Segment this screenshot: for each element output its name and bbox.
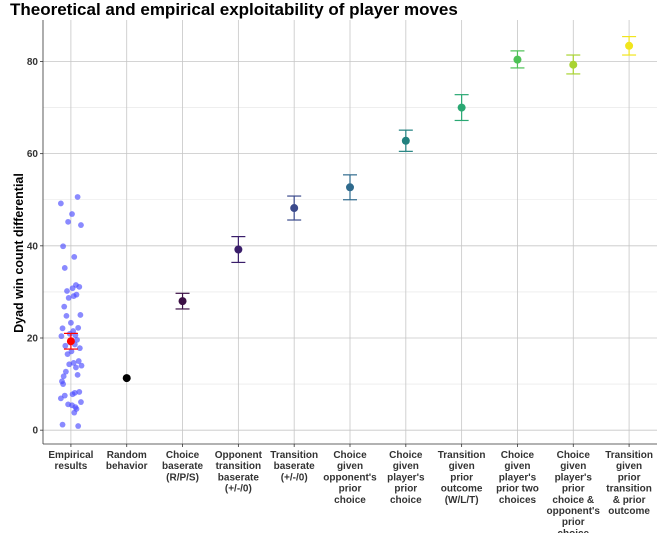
y-tick-label: 80 [27, 57, 39, 68]
estimate-point [122, 374, 131, 383]
empirical-point [57, 395, 64, 402]
estimates [63, 35, 637, 383]
empirical-point [58, 333, 65, 340]
empirical-point [71, 409, 78, 416]
estimate-point [346, 183, 354, 192]
empirical-point [74, 371, 81, 378]
empirical-point [59, 421, 66, 428]
estimate-point [513, 55, 522, 64]
estimate-point [66, 337, 75, 346]
empirical-point [63, 312, 70, 319]
empirical-point [59, 325, 66, 332]
empirical-point [57, 200, 64, 207]
estimate-point [457, 103, 466, 112]
empirical-point [65, 295, 72, 301]
empirical-point [70, 293, 77, 299]
x-tick-label: Choice given opponent's prior choice [323, 450, 377, 506]
x-tick-label: Random behavior [106, 450, 148, 472]
x-tick-label: Choice given player's prior choice & opponent… [547, 450, 601, 533]
empirical-point [64, 288, 70, 294]
y-tick-label: 0 [32, 426, 38, 437]
empirical-point [64, 351, 71, 358]
empirical-point [74, 336, 80, 343]
empirical-point [75, 324, 82, 331]
empirical-point [60, 381, 66, 387]
empirical-point [70, 359, 77, 366]
empirical-point [60, 373, 67, 380]
x-tick-label: Empirical results [48, 450, 93, 472]
empirical-point [62, 342, 69, 349]
estimate-point [178, 297, 187, 306]
estimate-point [625, 41, 634, 50]
empirical-point [62, 368, 69, 375]
x-tick-label: Choice given player's prior two choices [496, 450, 539, 506]
empirical-point [73, 364, 79, 371]
x-tick-label: Choice given player's prior choice [387, 450, 425, 506]
x-tick-label: Opponent transition baserate (+/-/0) [215, 450, 263, 495]
empirical-point [61, 303, 68, 310]
y-tick-label: 60 [27, 149, 39, 160]
empirical-point [60, 243, 66, 250]
empirical-point [76, 389, 83, 395]
x-tick-label: Choice baserate (R/P/S) [162, 450, 204, 483]
empirical-point [61, 265, 68, 271]
y-axis: 0 20 40 60 80 [27, 20, 44, 444]
empirical-point [69, 211, 75, 217]
x-tick-label: Transition given prior outcome (W/L/T) [438, 450, 486, 506]
x-tick-label: Transition given prior transition & prior out… [605, 450, 653, 517]
estimate-point [234, 245, 243, 254]
chart-title: Theoretical and empirical exploitability… [10, 0, 458, 19]
empirical-point [66, 361, 73, 368]
grid [43, 20, 657, 444]
estimate-point [569, 60, 578, 69]
empirical-point [69, 285, 76, 292]
empirical-point [75, 358, 82, 364]
y-tick-label: 20 [27, 334, 39, 345]
empirical-point [78, 399, 84, 405]
empirical-point [65, 218, 72, 225]
empirical-point [77, 312, 84, 318]
empirical-point [71, 253, 78, 260]
empirical-point [76, 283, 83, 290]
x-axis: Empirical results Random behavior Choice base… [43, 443, 657, 533]
x-tick-label: Transition baserate (+/-/0) [270, 450, 318, 483]
empirical-point [78, 222, 84, 228]
empirical-point [69, 391, 76, 398]
empirical-point [76, 345, 83, 352]
empirical-point [78, 362, 85, 369]
estimate-point [290, 204, 299, 213]
empirical-point [68, 319, 74, 326]
empirical-point [74, 194, 81, 200]
y-tick-label: 40 [27, 241, 39, 252]
empirical-point [75, 423, 82, 429]
y-axis-label: Dyad win count differential [12, 173, 26, 333]
estimate-point [401, 136, 410, 145]
